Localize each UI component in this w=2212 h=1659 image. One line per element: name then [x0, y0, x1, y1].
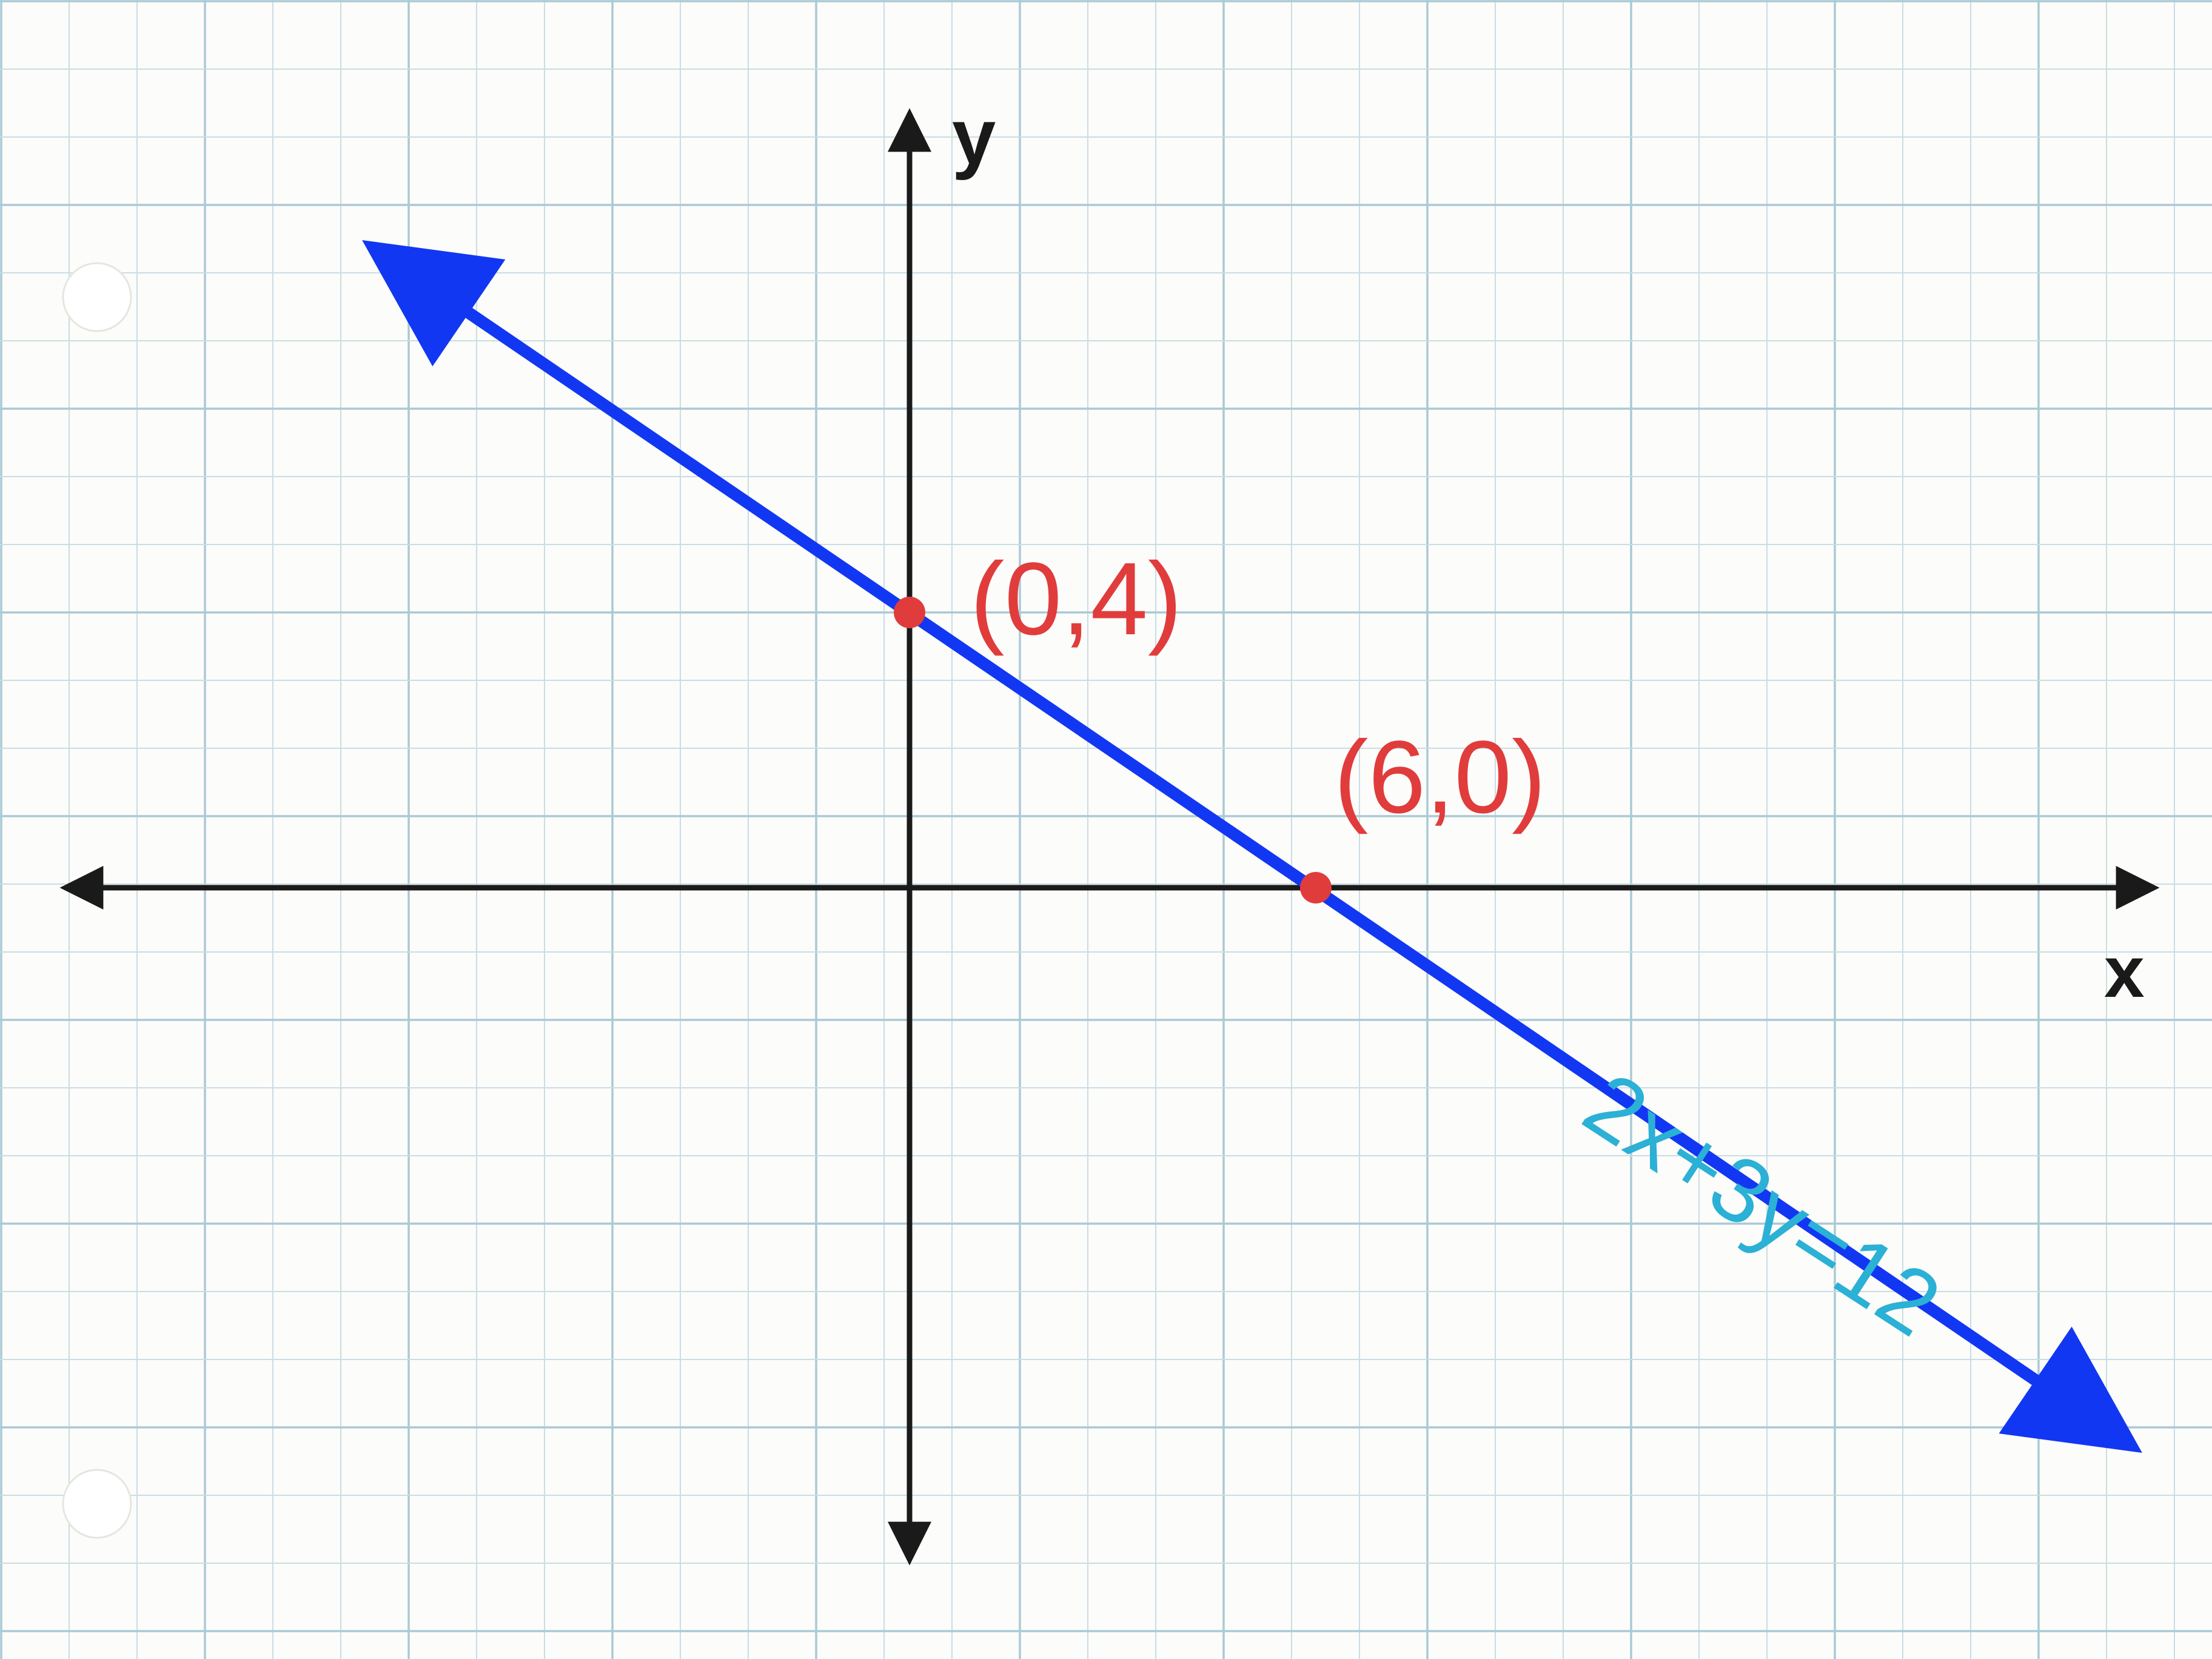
x-axis-label: x — [2104, 930, 2145, 1014]
point-label-x-intercept: (6,0) — [1334, 718, 1546, 837]
intercept-point — [1300, 872, 1332, 903]
intercept-point — [894, 597, 925, 628]
y-axis-label: y — [952, 91, 996, 182]
graph-canvas — [0, 0, 2212, 1659]
point-label-y-intercept: (0,4) — [970, 540, 1182, 659]
